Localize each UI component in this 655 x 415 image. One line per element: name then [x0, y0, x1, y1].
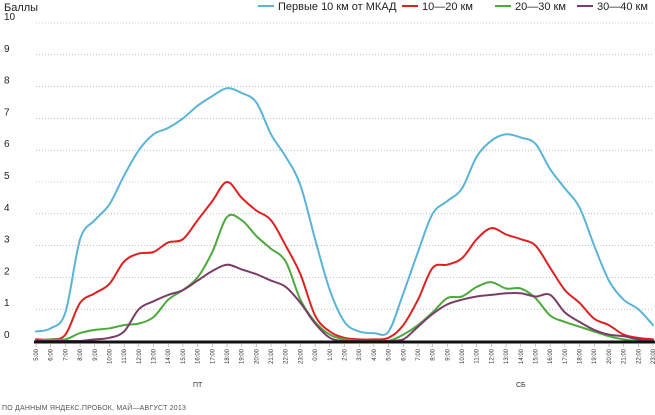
source-note: ПО ДАННЫМ ЯНДЕКС.ПРОБОК, МАЙ—АВГУСТ 2013 — [2, 403, 186, 412]
x-tick-label: 15:00 — [534, 348, 540, 364]
day-label: ПТ — [193, 382, 203, 389]
x-tick-label: 3:00 — [357, 348, 363, 360]
x-tick-label: 22:00 — [636, 348, 642, 364]
x-tick-label: 8:00 — [431, 348, 437, 360]
y-tick-label: 4 — [4, 203, 10, 214]
series-line-3 — [35, 263, 654, 342]
day-label: СБ — [516, 382, 526, 389]
x-tick-label: 7:00 — [416, 348, 422, 360]
x-tick-label: 20:00 — [607, 348, 613, 364]
x-tick-label: 6:00 — [49, 348, 55, 360]
x-tick-label: 19:00 — [240, 348, 246, 364]
x-tick-label: 11:00 — [475, 348, 481, 363]
x-tick-label: 0:00 — [313, 348, 319, 360]
x-tick-label: 16:00 — [196, 348, 202, 364]
x-tick-label: 13:00 — [504, 348, 510, 364]
x-tick-label: 18:00 — [578, 348, 584, 364]
y-tick-label: 1 — [4, 298, 10, 309]
legend-label-0: Первые 10 км от МКАД — [278, 1, 397, 13]
x-tick-label: 9:00 — [445, 348, 451, 360]
x-tick-label: 6:00 — [401, 348, 407, 360]
x-tick-label: 16:00 — [548, 348, 554, 364]
y-axis: 0 1 2 3 4 5 6 7 8 9 10 — [4, 12, 16, 341]
day-labels: ПТ СБ — [193, 382, 526, 389]
x-tick-label: 4:00 — [372, 348, 378, 360]
x-tick-label: 14:00 — [166, 348, 172, 364]
x-tick-label: 17:00 — [210, 348, 216, 364]
y-tick-label: 6 — [4, 139, 10, 150]
x-tick-label: 21:00 — [269, 348, 275, 364]
legend: Первые 10 км от МКАД 10—20 км 20—30 км 30—4… — [258, 1, 648, 13]
legend-label-2: 20—30 км — [515, 1, 566, 13]
x-tick-label: 15:00 — [181, 348, 187, 364]
x-tick-label: 20:00 — [254, 348, 260, 364]
y-tick-label: 9 — [4, 44, 10, 55]
x-tick-label: 17:00 — [563, 348, 569, 364]
y-tick-label: 3 — [4, 235, 10, 246]
x-tick-label: 5:00 — [387, 348, 393, 360]
series-lines — [35, 87, 654, 342]
y-tick-label: 5 — [4, 171, 10, 182]
y-tick-label: 10 — [4, 12, 16, 23]
x-tick-label: 11:00 — [122, 348, 128, 363]
x-tick-label: 21:00 — [622, 348, 628, 364]
x-tick-label: 9:00 — [93, 348, 99, 360]
legend-label-1: 10—20 км — [422, 1, 473, 13]
x-tick-label: 1:00 — [328, 348, 334, 360]
x-tick-label: 8:00 — [78, 348, 84, 360]
series-line-0 — [35, 87, 654, 336]
x-tick-label: 23:00 — [298, 348, 304, 364]
x-axis: 5:00 6:00 7:00 8:00 9:00 10:00 11:00 12:00 13:00… — [34, 344, 655, 364]
series-line-2 — [35, 213, 654, 342]
x-tick-label: 13:00 — [152, 348, 158, 364]
x-tick-label: 5:00 — [34, 348, 40, 360]
y-axis-label: Баллы — [4, 2, 38, 14]
y-tick-label: 0 — [4, 330, 10, 341]
x-tick-label: 19:00 — [592, 348, 598, 364]
x-tick-label: 7:00 — [63, 348, 69, 360]
x-tick-label: 22:00 — [284, 348, 290, 364]
x-tick-label: 23:00 — [651, 348, 655, 364]
legend-label-3: 30—40 км — [597, 1, 648, 13]
x-tick-label: 18:00 — [225, 348, 231, 364]
y-tick-label: 2 — [4, 266, 10, 277]
x-tick-label: 10:00 — [460, 348, 466, 364]
y-tick-label: 8 — [4, 76, 10, 87]
x-tick-label: 12:00 — [137, 348, 143, 364]
series-line-1 — [35, 181, 654, 341]
x-tick-label: 12:00 — [489, 348, 495, 364]
x-tick-label: 10:00 — [108, 348, 114, 364]
x-tick-label: 14:00 — [519, 348, 525, 364]
x-tick-label: 2:00 — [343, 348, 349, 360]
y-tick-label: 7 — [4, 107, 10, 118]
